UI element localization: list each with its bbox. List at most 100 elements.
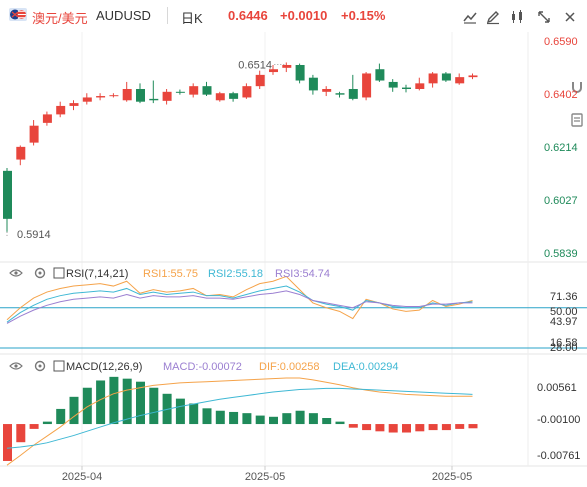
candle-body bbox=[441, 73, 451, 81]
macd-tick-label: 0.00561 bbox=[537, 382, 577, 394]
macd-histogram-bar bbox=[96, 380, 106, 425]
gear-center bbox=[38, 364, 42, 368]
macd-histogram-bar bbox=[428, 424, 438, 431]
rsi-tick-label: 43.97 bbox=[550, 316, 578, 328]
period-label: 日K bbox=[181, 11, 203, 26]
macd-panel: 0.00561 -0.00100 -0.00761 bbox=[3, 376, 580, 466]
macd-histogram-bar bbox=[242, 413, 252, 425]
symbol-code[interactable]: AUDUSD bbox=[96, 8, 151, 23]
macd-visibility-icon[interactable] bbox=[9, 362, 23, 370]
rsi-settings-icon[interactable] bbox=[34, 267, 46, 279]
macd-collapse-icon bbox=[53, 360, 65, 372]
rsi-indicator-label: RSI(7,14,21) bbox=[66, 268, 128, 280]
macd-histogram-bar bbox=[69, 396, 79, 425]
high-price-label: 0.6514 bbox=[238, 59, 272, 71]
rsi-legend-value: RSI3:54.74 bbox=[275, 268, 330, 280]
price-tick-label: 0.6214 bbox=[544, 142, 578, 154]
rsi-legend: RSI(7,14,21) RSI1:55.75 RSI2:55.18 RSI3:54.… bbox=[9, 267, 330, 280]
candle-body bbox=[322, 88, 332, 92]
macd-histogram-bar bbox=[455, 424, 465, 429]
macd-histogram-bar bbox=[202, 408, 212, 425]
chart-gridlines bbox=[0, 32, 587, 467]
fullscreen-icon bbox=[538, 11, 550, 23]
candle-body bbox=[122, 88, 132, 101]
price-tick-label: 0.6402 bbox=[544, 89, 578, 101]
candle-body bbox=[308, 77, 318, 91]
indicator-icon bbox=[463, 12, 477, 24]
macd-histogram-bar bbox=[388, 424, 398, 433]
macd-histogram-bar bbox=[322, 418, 332, 425]
rsi-legend-value: RSI2:55.18 bbox=[208, 268, 263, 280]
time-tick-label: 2025-05 bbox=[432, 471, 472, 483]
price-axis: 0.6590 0.6402 0.6214 0.6027 0.5839 bbox=[544, 36, 578, 260]
rsi-line-3 bbox=[6, 290, 473, 324]
dea-line bbox=[6, 387, 473, 449]
draw-icon bbox=[486, 11, 499, 25]
price-tick-label: 0.6027 bbox=[544, 195, 578, 207]
toolbar-divider bbox=[167, 7, 168, 24]
macd-legend-value: DIF:0.00258 bbox=[259, 361, 320, 373]
layers-icon bbox=[571, 113, 583, 127]
macd-settings-icon[interactable] bbox=[34, 360, 46, 372]
macd-histogram-bar bbox=[335, 421, 345, 425]
price-tick-label: 0.6590 bbox=[544, 36, 578, 48]
time-axis: 2025-04 2025-05 2025-05 bbox=[62, 466, 472, 483]
candle-body bbox=[388, 81, 398, 88]
rsi-visibility-icon[interactable] bbox=[9, 269, 23, 277]
candle-body bbox=[255, 74, 265, 87]
close-button[interactable] bbox=[560, 7, 580, 27]
draw-button[interactable] bbox=[483, 7, 503, 27]
eye-pupil bbox=[14, 271, 18, 275]
fullscreen-button[interactable] bbox=[534, 7, 554, 27]
candle-body bbox=[362, 73, 372, 98]
layers-button[interactable] bbox=[569, 112, 585, 128]
candle-body bbox=[215, 93, 225, 101]
candle-body bbox=[56, 105, 66, 115]
macd-histogram-bar bbox=[415, 424, 425, 432]
period-selector[interactable]: 日K bbox=[181, 8, 203, 27]
pair-name[interactable]: 澳元/美元 bbox=[32, 11, 88, 26]
candle-body bbox=[96, 96, 106, 98]
macd-histogram-bar bbox=[362, 424, 372, 431]
candle-body bbox=[295, 64, 305, 81]
candle-settings-icon bbox=[512, 10, 522, 23]
rsi-tick-label: 16.58 bbox=[550, 337, 578, 349]
candle-body bbox=[82, 97, 92, 102]
candle-body bbox=[335, 93, 345, 95]
macd-histogram-bar bbox=[122, 378, 132, 425]
candle-body bbox=[468, 75, 478, 78]
magnet-button[interactable] bbox=[569, 80, 585, 96]
candle-settings-button[interactable] bbox=[507, 7, 527, 27]
low-price-label: 0.5914 bbox=[17, 229, 51, 241]
candle-body bbox=[348, 88, 358, 99]
rsi-tick-label: 71.36 bbox=[550, 291, 578, 303]
rsi-line-2 bbox=[6, 285, 473, 323]
price-change: +0.0010 bbox=[280, 8, 328, 23]
macd-histogram-bar bbox=[42, 421, 52, 425]
rsi-legend-value: RSI1:55.75 bbox=[143, 268, 198, 280]
chart-toolbar: 澳元/美元 AUDUSD 日K 0.6446 +0.0010 +0.15% bbox=[0, 0, 587, 32]
macd-histogram-bar bbox=[136, 381, 145, 425]
macd-tick-label: -0.00761 bbox=[537, 450, 580, 462]
candle-body bbox=[202, 86, 212, 95]
candle-body bbox=[229, 93, 239, 99]
candle-body bbox=[149, 98, 159, 101]
candle-body bbox=[375, 69, 385, 81]
macd-histogram-bar bbox=[441, 424, 451, 431]
macd-histogram-bar bbox=[348, 424, 358, 428]
macd-histogram-bar bbox=[375, 424, 385, 432]
candle-body bbox=[269, 69, 278, 73]
macd-indicator-label: MACD(12,26,9) bbox=[66, 361, 142, 373]
candle-body bbox=[3, 170, 12, 219]
macd-legend-value: MACD:-0.00072 bbox=[163, 361, 242, 373]
indicator-button[interactable] bbox=[460, 7, 480, 27]
macd-histogram-bar bbox=[189, 403, 199, 425]
candle-body bbox=[42, 114, 52, 123]
gear-center bbox=[38, 271, 42, 275]
candle-body bbox=[175, 91, 185, 93]
macd-histogram-bar bbox=[215, 410, 225, 425]
rsi-tick-label: 28.00 bbox=[550, 342, 578, 354]
candle-body bbox=[29, 125, 39, 143]
macd-histogram-bar bbox=[16, 424, 26, 443]
